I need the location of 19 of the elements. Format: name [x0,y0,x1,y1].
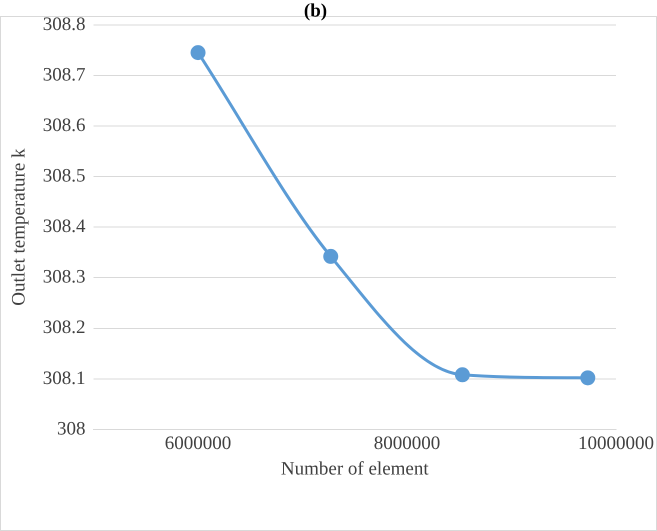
point [323,248,338,264]
point [454,367,470,382]
y-tick-label: 308 [57,418,86,440]
y-tick-label: 308.6 [42,114,86,136]
y-tick-label: 308.5 [42,166,86,187]
y-tick-label: 308.7 [42,64,86,86]
point [190,45,206,60]
y-tick-label: 308.4 [42,216,86,238]
x-tick-label: 6000000 [164,432,232,454]
y-tick-label: 308.1 [42,368,86,389]
chart-title: (b) [304,0,328,22]
y-tick-label: 308.2 [42,317,86,338]
x-axis-title: Number of element [280,458,430,480]
point [580,370,596,386]
x-tick-label: 8000000 [374,432,440,454]
y-tick-label: 308.8 [42,14,86,35]
y-axis-title: Outlet temperature k [8,148,30,306]
x-tick-label: 10000000 [578,432,654,454]
y-tick-label: 308.3 [42,266,86,288]
